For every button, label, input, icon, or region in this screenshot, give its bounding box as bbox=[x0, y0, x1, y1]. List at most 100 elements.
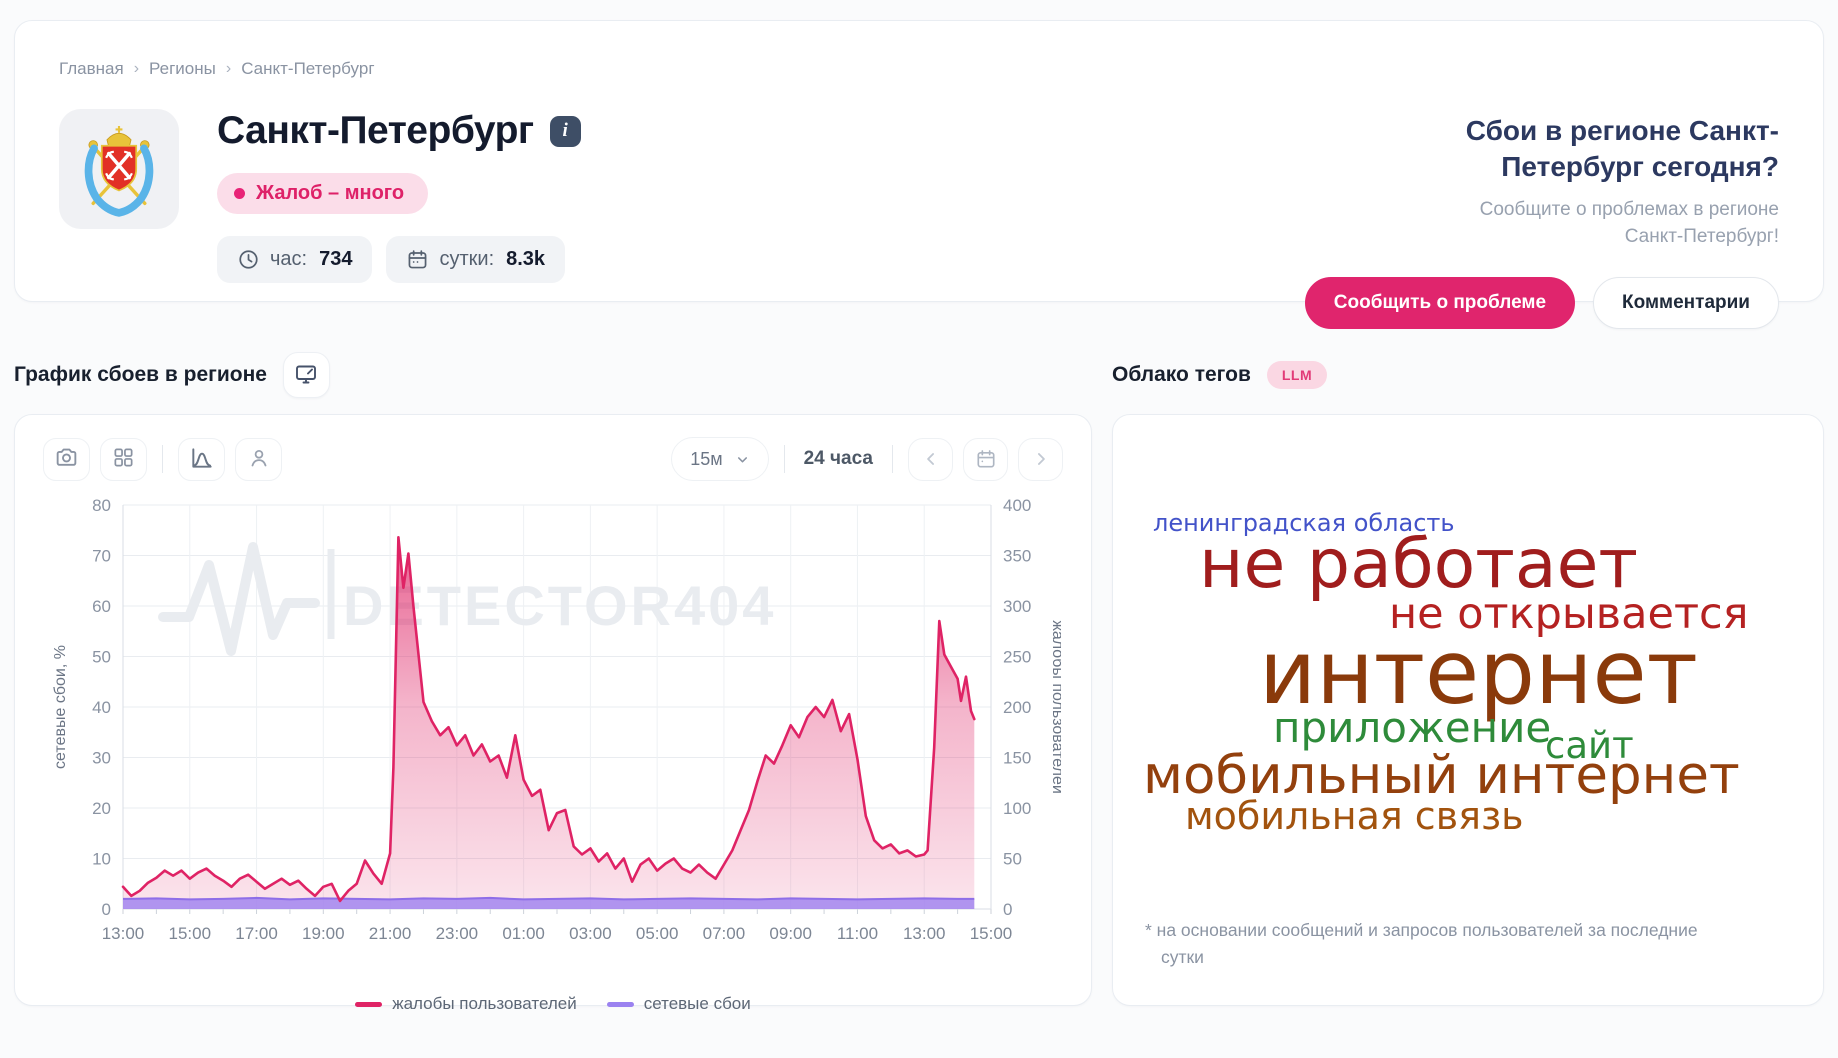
calendar-icon bbox=[975, 448, 997, 470]
stats-row: час: 734 сутки: 8.3k bbox=[217, 236, 581, 283]
tag-cloud-section: Облако тегов LLM ленинградская область не… bbox=[1112, 352, 1824, 1006]
svg-text:жалобы пользователей: жалобы пользователей bbox=[1049, 620, 1061, 794]
clock-icon bbox=[237, 248, 260, 271]
distribution-chart-button[interactable] bbox=[178, 437, 225, 481]
stat-day-value: 8.3k bbox=[506, 248, 546, 270]
svg-text:150: 150 bbox=[1003, 749, 1031, 768]
tag-word: не работает bbox=[1199, 525, 1639, 604]
stat-day-label: сутки: bbox=[439, 248, 495, 270]
grid-view-button[interactable] bbox=[100, 437, 147, 481]
legend-swatch-icon bbox=[355, 1001, 383, 1007]
chevron-down-icon bbox=[735, 452, 750, 467]
svg-text:250: 250 bbox=[1003, 648, 1031, 667]
stat-day: сутки: 8.3k bbox=[386, 236, 566, 283]
svg-text:200: 200 bbox=[1003, 698, 1031, 717]
svg-text:13:00: 13:00 bbox=[102, 924, 145, 943]
tag-word: приложение bbox=[1273, 703, 1552, 752]
user-view-button[interactable] bbox=[235, 437, 282, 481]
chart-section-title: График сбоев в регионе bbox=[14, 363, 267, 386]
svg-text:11:00: 11:00 bbox=[837, 924, 878, 943]
camera-icon bbox=[54, 445, 79, 473]
screenshot-button[interactable] bbox=[43, 437, 90, 481]
region-summary: Санкт-Петербург i Жалоб – много час: bbox=[217, 109, 581, 283]
svg-text:60: 60 bbox=[92, 597, 111, 616]
info-icon[interactable]: i bbox=[549, 115, 581, 147]
svg-text:03:00: 03:00 bbox=[569, 924, 612, 943]
stat-hour: час: 734 bbox=[217, 236, 373, 283]
breadcrumb-home[interactable]: Главная bbox=[59, 59, 124, 78]
svg-text:10: 10 bbox=[92, 850, 111, 869]
stat-hour-value: 734 bbox=[319, 248, 353, 270]
legend-item[interactable]: жалобы пользователей bbox=[355, 994, 577, 1014]
fullscreen-monitor-button[interactable] bbox=[282, 352, 330, 398]
status-badge-label: Жалоб – много bbox=[256, 182, 405, 204]
interval-select[interactable]: 15м bbox=[671, 437, 769, 481]
bell-curve-chart-icon bbox=[189, 445, 215, 474]
chart-section: График сбоев в регионе bbox=[14, 352, 1092, 1013]
range-label: 24 часа bbox=[803, 448, 873, 469]
svg-text:05:00: 05:00 bbox=[636, 924, 679, 943]
svg-text:80: 80 bbox=[92, 496, 111, 515]
svg-text:50: 50 bbox=[1003, 850, 1022, 869]
svg-text:01:00: 01:00 bbox=[502, 924, 545, 943]
svg-text:23:00: 23:00 bbox=[436, 924, 479, 943]
svg-text:0: 0 bbox=[1003, 900, 1012, 919]
svg-text:сетевые сбои, %: сетевые сбои, % bbox=[52, 645, 69, 769]
chart-toolbar: 15м 24 часа bbox=[43, 437, 1063, 481]
status-badge: Жалоб – много bbox=[217, 173, 429, 214]
toolbar-divider bbox=[783, 445, 785, 473]
toolbar-divider bbox=[162, 445, 163, 473]
svg-text:13:00: 13:00 bbox=[903, 924, 946, 943]
svg-text:50: 50 bbox=[92, 648, 111, 667]
tag-word: сайт bbox=[1545, 724, 1634, 767]
svg-text:21:00: 21:00 bbox=[369, 924, 412, 943]
monitor-icon bbox=[294, 362, 318, 389]
svg-text:19:00: 19:00 bbox=[302, 924, 345, 943]
coat-of-arms-icon bbox=[84, 125, 154, 217]
svg-text:350: 350 bbox=[1003, 547, 1031, 566]
breadcrumb-current[interactable]: Санкт-Петербург bbox=[241, 59, 375, 78]
legend-label: жалобы пользователей bbox=[392, 994, 577, 1013]
svg-text:40: 40 bbox=[92, 698, 111, 717]
region-coat-of-arms bbox=[59, 109, 179, 229]
calendar-picker-button[interactable] bbox=[963, 437, 1008, 481]
breadcrumb-separator: › bbox=[225, 60, 232, 77]
tag-word: не открывается bbox=[1389, 589, 1749, 639]
chevron-left-icon bbox=[921, 449, 941, 469]
chevron-right-icon bbox=[1031, 449, 1051, 469]
comments-button[interactable]: Комментарии bbox=[1593, 276, 1779, 329]
tag-word: ленинградская область bbox=[1153, 509, 1455, 537]
status-dot-icon bbox=[234, 188, 245, 199]
svg-text:17:00: 17:00 bbox=[235, 924, 278, 943]
tag-word: мобильный интернет bbox=[1143, 745, 1740, 806]
outage-chart: 0 0 10 50 20 100 30 150 40 200 50 250 60 300 70 350 80 40… bbox=[43, 489, 1066, 992]
svg-text:07:00: 07:00 bbox=[703, 924, 746, 943]
next-period-button[interactable] bbox=[1018, 437, 1063, 481]
svg-text:100: 100 bbox=[1003, 799, 1031, 818]
svg-text:20: 20 bbox=[92, 799, 111, 818]
report-heading: Сбои в регионе Санкт-Петербург сегодня? bbox=[1465, 115, 1779, 183]
page: Главная › Регионы › Санкт-Петербург bbox=[14, 20, 1824, 1013]
svg-text:15:00: 15:00 bbox=[970, 924, 1013, 943]
legend-item[interactable]: сетевые сбои bbox=[606, 994, 751, 1014]
svg-text:30: 30 bbox=[92, 749, 111, 768]
tag-cloud-footnote: * на основании сообщений и запросов поль… bbox=[1145, 919, 1698, 967]
svg-text:300: 300 bbox=[1003, 597, 1031, 616]
breadcrumb-separator: › bbox=[133, 60, 140, 77]
stat-hour-label: час: bbox=[270, 248, 308, 270]
region-name: Санкт-Петербург bbox=[217, 109, 534, 152]
person-icon bbox=[247, 446, 271, 473]
prev-period-button[interactable] bbox=[908, 437, 953, 481]
report-panel: Сбои в регионе Санкт-Петербург сегодня? … bbox=[1304, 109, 1779, 329]
tag-cloud-title: Облако тегов bbox=[1112, 363, 1251, 386]
report-problem-button[interactable]: Сообщить о проблеме bbox=[1304, 276, 1576, 329]
breadcrumb-regions[interactable]: Регионы bbox=[149, 59, 216, 78]
tag-cloud-area: ленинградская область не работает не откры… bbox=[1113, 415, 1823, 1005]
chart-card: 15м 24 часа bbox=[14, 414, 1092, 1013]
page-title: Санкт-Петербург i bbox=[217, 109, 581, 153]
svg-text:0: 0 bbox=[102, 900, 111, 919]
tag-word: мобильная связь bbox=[1185, 794, 1524, 838]
svg-text:09:00: 09:00 bbox=[769, 924, 812, 943]
breadcrumb: Главная › Регионы › Санкт-Петербург bbox=[59, 59, 1779, 79]
region-header-card: Главная › Регионы › Санкт-Петербург bbox=[14, 20, 1824, 329]
